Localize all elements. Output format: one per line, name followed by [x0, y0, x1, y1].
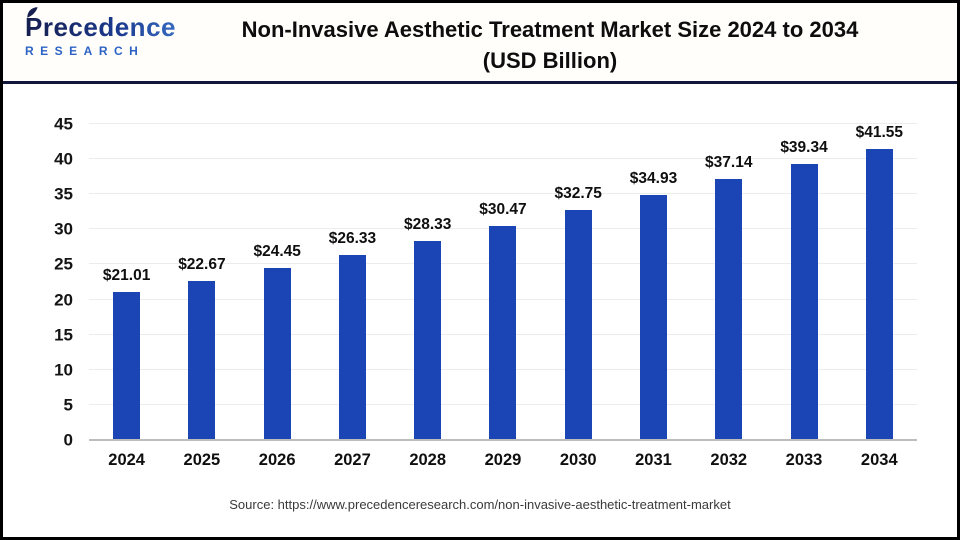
bar-2034 [865, 149, 893, 440]
chart-title-line1: Non-Invasive Aesthetic Treatment Market … [241, 17, 859, 42]
bar-column-2027: $26.33 [315, 124, 390, 440]
gridline [89, 158, 917, 160]
bar-2024 [113, 292, 141, 440]
bar-2031 [639, 194, 667, 440]
bar-column-2029: $30.47 [465, 124, 540, 440]
x-tick-label-2033: 2033 [785, 451, 823, 469]
bar-value-label: $30.47 [479, 201, 527, 219]
bar-value-label: $32.75 [554, 185, 602, 203]
bar-value-label: $37.14 [705, 154, 753, 172]
bar-2029 [489, 226, 517, 440]
y-tick-label: 40 [54, 149, 73, 169]
x-tick-label-2029: 2029 [484, 451, 522, 469]
y-tick-label: 0 [63, 430, 73, 450]
x-tick-label-2026: 2026 [258, 451, 296, 469]
footer: Source: https://www.precedenceresearch.c… [3, 497, 957, 512]
bar-value-label: $24.45 [253, 243, 301, 261]
logo-subtitle: RESEARCH [25, 43, 145, 58]
bars-container: $21.01 $22.67 $24.45 $26.33 $28.33 $30.47 $32.… [89, 124, 917, 440]
gridline [89, 193, 917, 195]
bar-2028 [414, 241, 442, 440]
bar-value-label: $26.33 [328, 230, 377, 248]
x-tick-label-2031: 2031 [635, 451, 672, 469]
bar-column-2026: $24.45 [240, 124, 315, 440]
bar-2027 [338, 255, 366, 440]
bar-value-label: $34.93 [629, 169, 678, 187]
bar-column-2032: $37.14 [691, 124, 766, 440]
chart-title-line2: (USD Billion) [482, 48, 618, 74]
x-axis: 2024 2025 2026 2027 2028 2029 2030 2031 2032 2033… [89, 440, 917, 470]
bar-value-label: $28.33 [403, 216, 452, 234]
y-tick-label: 25 [54, 254, 73, 274]
logo-wordmark: Precedence [25, 13, 195, 42]
bar-value-label: $21.01 [102, 267, 151, 285]
y-tick-label: 10 [54, 360, 73, 380]
x-tick-label-2028: 2028 [409, 451, 447, 469]
bar-column-2033: $39.34 [766, 124, 841, 440]
bar-column-2025: $22.67 [164, 124, 239, 440]
bar-2033 [790, 163, 818, 440]
bar-value-label: $41.55 [855, 124, 903, 141]
y-tick-label: 30 [54, 219, 73, 239]
source-text: Source: https://www.precedenceresearch.c… [229, 497, 731, 512]
gridline [89, 123, 917, 124]
bar-value-label: $22.67 [178, 255, 226, 273]
y-tick-label: 5 [63, 395, 73, 415]
x-tick-label-2030: 2030 [559, 451, 597, 469]
chart-area: 0 5 10 15 20 25 30 35 40 45 $21.01 $22.67 $24.45 $26… [3, 116, 957, 449]
y-tick-label: 45 [54, 114, 73, 134]
y-tick-label: 20 [54, 290, 73, 310]
y-tick-label: 35 [54, 184, 73, 204]
y-axis: 0 5 10 15 20 25 30 35 40 45 [3, 116, 89, 449]
bar-column-2030: $32.75 [541, 124, 616, 440]
bar-2032 [715, 179, 743, 440]
x-tick-label-2034: 2034 [860, 451, 898, 469]
plot-area: $21.01 $22.67 $24.45 $26.33 $28.33 $30.47 $32.… [89, 123, 917, 441]
bar-column-2028: $28.33 [390, 124, 465, 440]
x-tick-label-2027: 2027 [334, 451, 371, 469]
bar-value-label: $39.34 [780, 138, 828, 156]
bar-column-2034: $41.55 [842, 124, 917, 440]
bar-column-2024: $21.01 [89, 124, 164, 440]
x-tick-label-2025: 2025 [183, 451, 221, 469]
brand-logo: Precedence RESEARCH [25, 7, 195, 58]
bar-2026 [263, 268, 291, 440]
x-tick-label-2024: 2024 [108, 451, 145, 469]
x-tick-label-2032: 2032 [710, 451, 748, 469]
logo-leaf-icon [27, 7, 38, 18]
bar-2025 [188, 280, 216, 440]
header: Precedence RESEARCH Non-Invasive Aesthet… [3, 3, 957, 84]
bar-2030 [564, 210, 592, 440]
bar-column-2031: $34.93 [616, 124, 691, 440]
page-title: Non-Invasive Aesthetic Treatment Market … [3, 3, 957, 76]
y-tick-label: 15 [54, 325, 73, 345]
x-axis-line [89, 439, 917, 441]
